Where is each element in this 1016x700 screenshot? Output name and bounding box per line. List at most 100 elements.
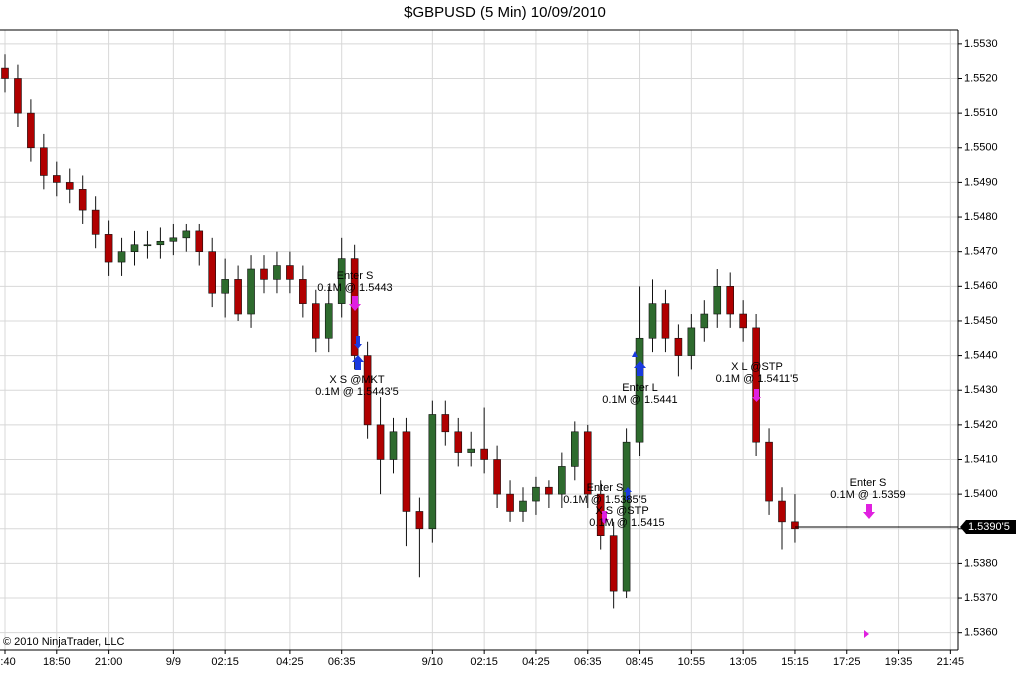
candle-body xyxy=(389,431,398,460)
annotation: Enter S xyxy=(850,477,887,489)
exit-arrow xyxy=(752,389,761,402)
x-tick-label: 06:35 xyxy=(574,656,602,668)
candle-body xyxy=(234,279,242,315)
candle-body xyxy=(195,230,204,252)
candle-body xyxy=(700,313,709,329)
candle-body xyxy=(337,258,346,304)
candle-body xyxy=(635,337,644,443)
cover-arrow xyxy=(354,336,362,349)
candle-body xyxy=(609,535,618,592)
x-tick-label: 21:45 xyxy=(937,656,965,668)
candle-body xyxy=(415,511,424,530)
annotation: 0.1M @ 1.5443 xyxy=(317,282,392,294)
x-tick-label: 19:35 xyxy=(885,656,913,668)
candle-body xyxy=(506,493,514,512)
short-arrow xyxy=(600,511,609,524)
annotation: X S @MKT xyxy=(329,374,384,386)
annotation: 0.1M @ 1.5359 xyxy=(830,489,905,501)
y-tick-label: 1.5510 xyxy=(964,107,998,119)
x-tick-label: 5:40 xyxy=(0,656,16,668)
candle-body xyxy=(247,268,255,315)
y-tick-label: 1.5430 xyxy=(964,384,998,396)
x-tick-label: 02:15 xyxy=(211,656,239,668)
candle-body xyxy=(726,286,735,315)
x-tick-label: 06:35 xyxy=(328,656,356,668)
y-tick-label: 1.5410 xyxy=(964,453,998,465)
candle-body xyxy=(363,355,372,426)
candle-body xyxy=(765,441,773,502)
x-tick-label: 21:00 xyxy=(95,656,123,668)
y-tick-label: 1.5470 xyxy=(964,246,998,258)
candle-body xyxy=(648,303,657,339)
candle-body xyxy=(221,279,229,294)
annotation: 0.1M @ 1.5385'5 xyxy=(563,494,647,506)
y-tick-label: 1.5380 xyxy=(964,557,998,569)
candle-body xyxy=(40,147,48,176)
annotation: X S @STP xyxy=(595,505,648,517)
candle-body xyxy=(532,486,540,502)
candle-body xyxy=(674,337,683,356)
candle-body xyxy=(467,448,476,453)
candle-body xyxy=(402,431,411,512)
x-tick-label: 08:45 xyxy=(626,656,654,668)
candle-body xyxy=(752,327,760,443)
candle-body xyxy=(27,112,35,149)
y-tick-label: 1.5460 xyxy=(964,280,998,292)
candle-body xyxy=(739,313,747,329)
y-tick-label: 1.5420 xyxy=(964,419,998,431)
candle-body xyxy=(570,431,579,467)
last-price-box xyxy=(960,520,1016,535)
annotation: 0.1M @ 1.5411'5 xyxy=(716,373,799,385)
candle-body xyxy=(558,466,566,495)
candle-body xyxy=(78,189,87,211)
cover-arrow xyxy=(352,355,364,370)
candle-body xyxy=(130,244,139,252)
candle-body xyxy=(311,303,320,339)
candle-body xyxy=(91,209,100,235)
candle-body xyxy=(273,265,281,280)
candles xyxy=(1,54,799,609)
y-tick-label: 1.5490 xyxy=(964,176,998,188)
y-tick-label: 1.5400 xyxy=(964,488,998,500)
short-arrow xyxy=(349,296,361,311)
x-tick-label: 02:15 xyxy=(470,656,498,668)
long-marker xyxy=(632,351,638,357)
short-arrow xyxy=(863,504,875,519)
y-tick-label: 1.5520 xyxy=(964,72,998,84)
candle-body xyxy=(428,414,437,530)
candle-body xyxy=(104,234,113,263)
candle-body xyxy=(778,500,786,523)
candle-body xyxy=(143,244,152,247)
candle-body xyxy=(52,175,61,183)
y-tick-label: 1.5360 xyxy=(964,627,998,639)
candle-body xyxy=(687,327,696,356)
x-tick-label: 17:25 xyxy=(833,656,861,668)
cover-arrow xyxy=(624,487,632,500)
y-tick-label: 1.5370 xyxy=(964,592,998,604)
candle-body xyxy=(480,448,488,460)
candle-body xyxy=(156,240,165,246)
candle-body xyxy=(454,431,463,453)
marker xyxy=(864,630,869,638)
candle-body xyxy=(14,78,22,114)
y-tick-label: 1.5440 xyxy=(964,349,998,361)
x-tick-label: 18:50 xyxy=(43,656,71,668)
x-tick-label: 9/9 xyxy=(166,656,181,668)
candle-body xyxy=(519,500,527,512)
x-tick-label: 15:15 xyxy=(781,656,809,668)
candle-body xyxy=(65,182,74,190)
candle-body xyxy=(791,521,799,530)
candle-body xyxy=(713,286,722,315)
candle-body xyxy=(286,265,294,280)
chart-title: $GBPUSD (5 Min) 10/09/2010 xyxy=(404,4,606,21)
candle-body xyxy=(493,459,501,495)
candle-body xyxy=(1,67,9,79)
y-tick-label: 1.5480 xyxy=(964,211,998,223)
annotations: Enter S 0.1M @ 1.5443 X S @MKT 0.1M @ 1.… xyxy=(315,270,906,638)
candle-body xyxy=(299,279,307,304)
candle-body xyxy=(260,268,268,280)
candle-body xyxy=(441,414,450,433)
candle-body xyxy=(622,441,631,592)
